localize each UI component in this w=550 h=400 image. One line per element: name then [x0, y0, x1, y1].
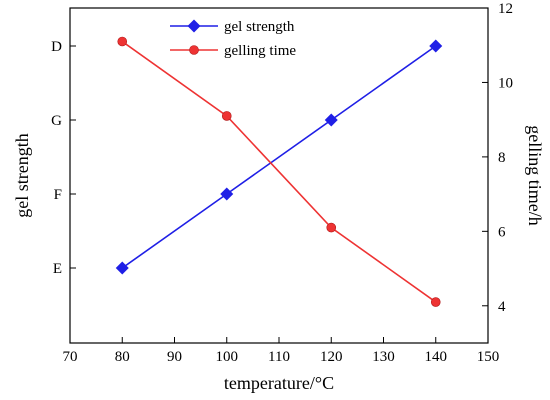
series-layer: [115, 36, 443, 307]
right-y-tick-label: 8: [498, 150, 506, 166]
x-tick-label: 130: [372, 349, 395, 365]
gelling-time-point: [221, 111, 232, 121]
right-y-tick-label: 10: [498, 75, 513, 91]
right-y-tick-label: 6: [498, 224, 506, 240]
x-axis-title: temperature/°C: [224, 373, 334, 393]
right-y-tick-label: 12: [498, 1, 513, 17]
x-tick-label: 140: [425, 349, 448, 365]
gel-strength-point: [429, 39, 443, 53]
x-tick-label: 150: [477, 349, 500, 365]
x-tick-label: 70: [63, 349, 78, 365]
plot-frame: [69, 7, 489, 344]
x-tick-label: 120: [320, 349, 343, 365]
legend-gel-strength-marker: [187, 19, 201, 33]
left-y-tick-label: D: [51, 39, 62, 55]
gelling-time-point: [430, 297, 441, 307]
right-y-tick-label: 4: [498, 299, 506, 315]
axis-ticks: 70 80 90 100 110 120 130 140 150 E F G D 4 6 8 10 12: [51, 1, 513, 365]
right-y-axis-title: gelling time/h: [525, 125, 545, 226]
gel-strength-point: [115, 261, 129, 275]
left-y-tick-label: G: [51, 113, 62, 129]
gelling-time-point: [117, 36, 128, 47]
x-tick-label: 90: [167, 349, 182, 365]
legend-gelling-time-label: gelling time: [224, 43, 296, 59]
legend-gelling-time-marker: [189, 45, 199, 55]
gel-strength-point: [324, 113, 338, 127]
gel-strength-point: [220, 187, 234, 201]
gelling-time-line: [121, 40, 437, 303]
x-tick-label: 110: [268, 349, 290, 365]
left-y-tick-label: F: [54, 187, 62, 203]
gelling-time-point: [326, 222, 337, 233]
x-tick-label: 80: [115, 349, 130, 365]
left-y-tick-label: E: [53, 261, 62, 277]
x-tick-label: 100: [216, 349, 239, 365]
legend-gel-strength-label: gel strength: [224, 19, 295, 35]
legend: gel strength gelling time: [170, 19, 296, 59]
left-y-axis-title: gel strength: [12, 133, 32, 217]
gel-strength-line: [121, 45, 437, 269]
